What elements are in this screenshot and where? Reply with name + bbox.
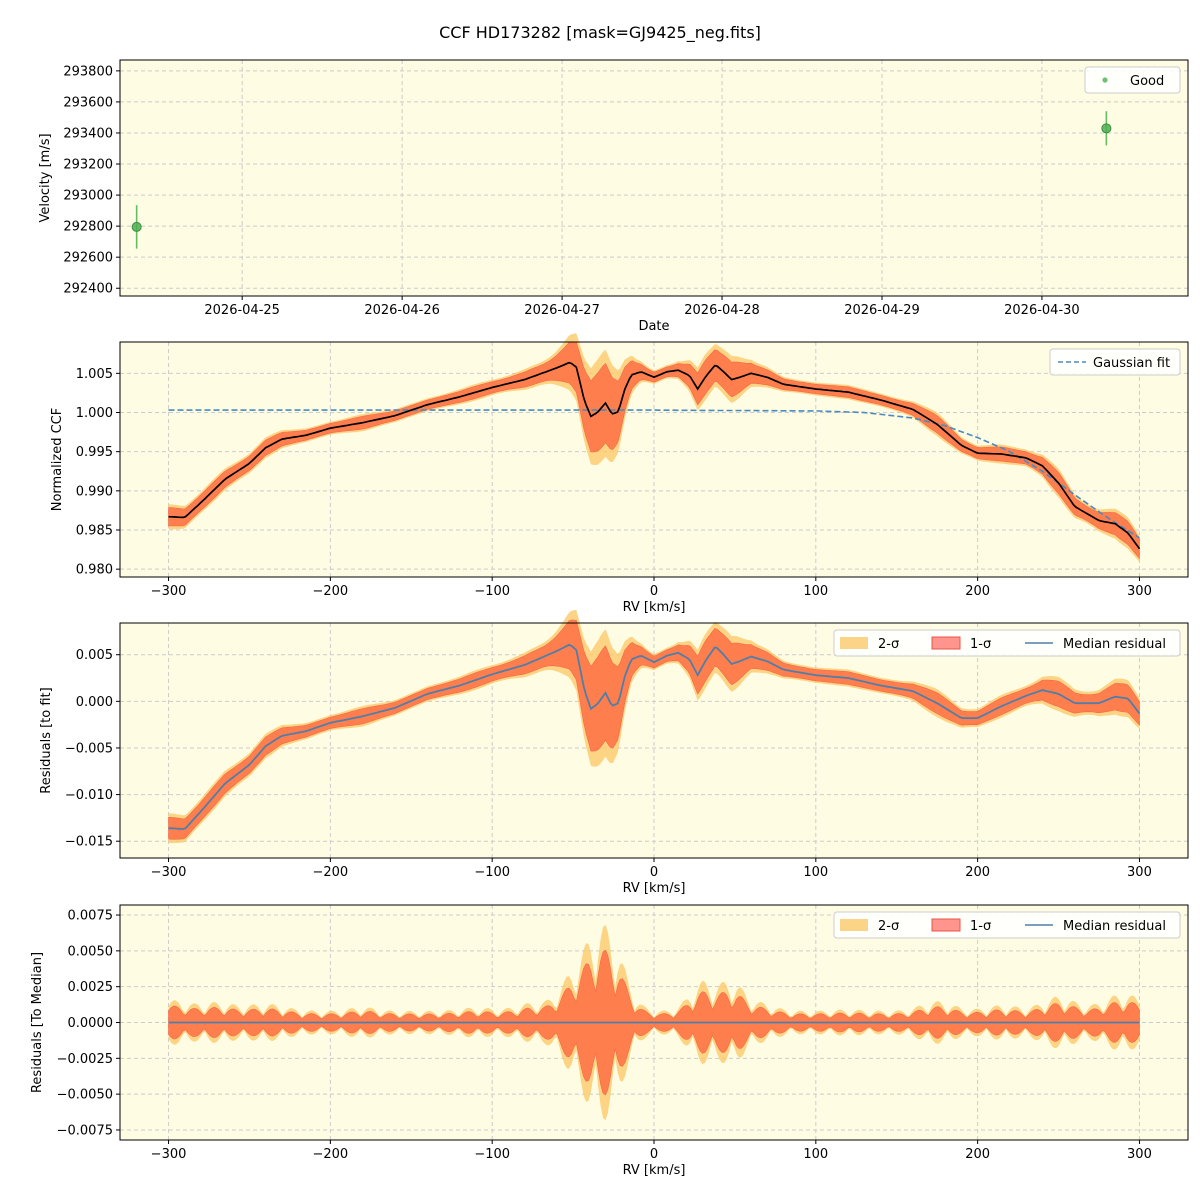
y-tick-label: −0.010 [65,788,113,803]
grid-lines [120,623,1188,858]
x-tick-label: −300 [151,865,187,880]
band-1sigma [168,619,1140,840]
figure-title: CCF HD173282 [mask=GJ9425_neg.fits] [439,23,761,43]
x-tick-label: −300 [151,1147,187,1162]
y-tick-label: −0.005 [65,741,113,756]
x-tick-label: 2026-04-27 [524,303,600,318]
legend-swatch-2sigma [840,919,868,931]
x-tick-label: 2026-04-25 [204,303,280,318]
y-tick-label: 0.985 [76,524,113,539]
y-axis-label: Velocity [m/s] [38,133,53,222]
legend-label: Gaussian fit [1093,356,1170,371]
y-tick-label: 292800 [63,220,113,235]
y-tick-label: −0.0075 [57,1123,113,1138]
y-tick-label: −0.015 [65,835,113,850]
x-axis-label: Date [638,319,669,334]
y-tick-label: 292600 [63,251,113,266]
y-tick-label: 0.0050 [68,944,114,959]
legend-box [833,911,1181,939]
y-tick-label: 0.990 [76,484,113,499]
y-tick-label: 1.005 [76,367,113,382]
y-tick-label: 0.0000 [68,1016,114,1031]
legend-box [1049,348,1181,376]
x-tick-label: −200 [313,865,349,880]
x-tick-label: 100 [803,584,828,599]
x-tick-label: 0 [650,865,658,880]
x-tick-label: −100 [474,1147,510,1162]
x-tick-label: −200 [313,1147,349,1162]
plot-background [120,60,1188,296]
y-tick-label: 0.980 [76,563,113,578]
legend-box [1084,66,1181,94]
legend-swatch-good [1102,77,1108,83]
data-point-good [1101,123,1112,134]
x-tick-label: −200 [313,584,349,599]
plot-frame [119,622,1189,859]
legend-label: Median residual [1063,919,1166,934]
x-tick-label: 300 [1127,584,1152,599]
x-axis-label: RV [km/s] [623,1163,686,1178]
legend-box [833,629,1181,657]
x-tick-label: −100 [474,584,510,599]
plot-frame [119,341,1189,578]
legend-label: Median residual [1063,637,1166,652]
x-tick-label: 2026-04-30 [1004,303,1080,318]
y-tick-label: 0.000 [76,695,113,710]
velocity-panel: 2026-04-25 2026-04-26 2026-04-27 2026-04-28… [38,59,1189,334]
y-tick-label: 0.0025 [68,980,114,995]
x-axis-label: RV [km/s] [623,600,686,615]
residuals-median-panel: 2-σ 1-σ Median residual −300 −200 −100 0 100 200… [30,904,1189,1178]
legend-label: 1-σ [970,919,991,934]
y-tick-label: −0.0050 [57,1088,113,1103]
y-tick-label: 293000 [63,189,113,204]
x-tick-label: 300 [1127,865,1152,880]
y-tick-label: 0.0075 [68,909,114,924]
x-tick-label: 100 [803,1147,828,1162]
y-tick-label: 0.995 [76,445,113,460]
median-residual-line [168,643,1141,830]
residuals-fit-panel: 2-σ 1-σ Median residual −300 −200 −100 0 100 200… [39,609,1189,896]
legend-label: 1-σ [970,637,991,652]
y-tick-label: 293400 [63,126,113,141]
y-tick-label: 0.005 [76,648,113,663]
gaussian-fit-line [168,409,1140,539]
x-tick-label: 200 [965,584,990,599]
legend-label: 2-σ [878,919,899,934]
y-tick-label: 293800 [63,64,113,79]
y-tick-label: 293200 [63,158,113,173]
legend-label: Good [1130,74,1164,89]
legend-swatch-1sigma [931,636,961,650]
ccf-panel: Gaussian fit −300 −200 −100 0 100 200 300 0.980 0… [50,333,1189,615]
band-1sigma [168,341,1140,560]
x-tick-label: 0 [650,584,658,599]
grid-lines [120,60,1188,296]
plot-frame [119,59,1189,297]
data-point-good [131,221,142,232]
x-tick-label: 2026-04-29 [844,303,920,318]
x-tick-label: −100 [474,865,510,880]
legend-swatch-2sigma [840,637,868,649]
x-tick-label: 200 [965,865,990,880]
y-tick-label: −0.0025 [57,1052,113,1067]
ccf-line [168,361,1141,550]
x-tick-label: −300 [151,584,187,599]
x-tick-label: 300 [1127,1147,1152,1162]
x-axis-label: RV [km/s] [623,881,686,896]
x-tick-label: 2026-04-28 [684,303,760,318]
y-tick-label: 292400 [63,282,113,297]
plot-frame [119,904,1189,1141]
x-tick-label: 0 [650,1147,658,1162]
x-tick-label: 100 [803,865,828,880]
y-axis-label: Residuals [to fit] [39,687,54,793]
y-tick-label: 293600 [63,95,113,110]
legend-label: 2-σ [878,637,899,652]
legend-swatch-1sigma [931,918,961,932]
x-tick-label: 200 [965,1147,990,1162]
y-tick-label: 1.000 [76,406,113,421]
y-axis-label: Normalized CCF [50,408,65,512]
x-tick-label: 2026-04-26 [364,303,440,318]
y-axis-label: Residuals [To Median] [30,952,45,1093]
